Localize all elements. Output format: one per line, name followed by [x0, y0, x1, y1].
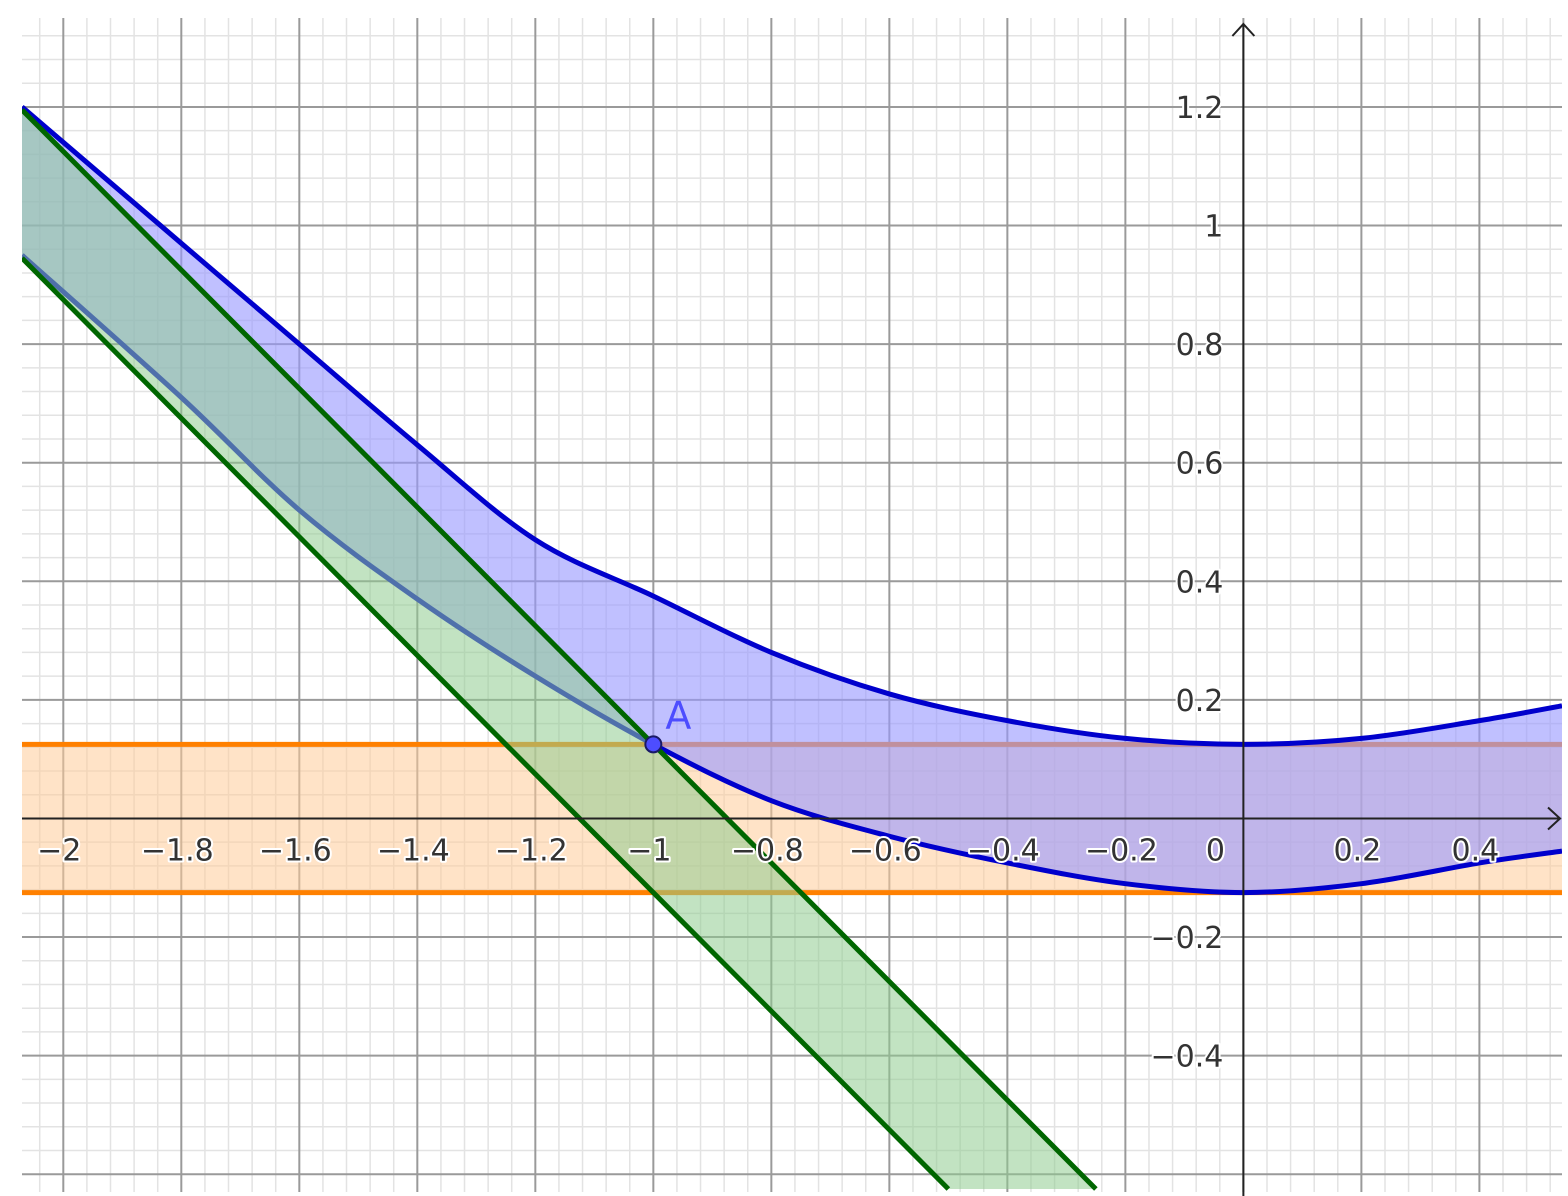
y-tick-label: 1.2 [1176, 91, 1224, 126]
y-tick-label: 0.6 [1176, 447, 1224, 482]
x-tick-label: −1.8 [141, 833, 214, 868]
x-tick-label: −0.6 [849, 833, 922, 868]
tick-labels: −2 −1.8 −1.6 −1.4 −1.2 −1 −0.8 −0.6 −0.4 −0.2 0.2 0… [35, 89, 1501, 1077]
x-tick-label: −1.4 [377, 833, 450, 868]
major-grid [22, 18, 1562, 1192]
point-label: A [665, 693, 691, 737]
band-curve-1-upper-line[interactable] [22, 105, 1562, 747]
band-line-2-lower-line[interactable] [22, 256, 951, 1191]
points[interactable]: A [644, 693, 691, 754]
x-tick-label: −1.2 [495, 833, 568, 868]
x-tick-label: 0.4 [1452, 833, 1500, 868]
x-tick-label: −1 [627, 833, 671, 868]
x-tick-label: −1.6 [259, 833, 332, 868]
point-marker[interactable] [644, 735, 663, 754]
bands [22, 105, 1562, 1191]
axes [22, 22, 1562, 1196]
x-tick-label: −0.2 [1085, 833, 1158, 868]
y-tick-label: 0.8 [1176, 328, 1224, 363]
origin-label: 0 [1206, 833, 1225, 868]
x-tick-label: −0.8 [731, 833, 804, 868]
y-tick-label: 0.4 [1176, 565, 1224, 600]
point-A[interactable]: A [644, 693, 691, 754]
y-tick-label: 1 [1204, 210, 1223, 245]
y-tick-label: 0.2 [1176, 684, 1224, 719]
y-tick-label: −0.2 [1151, 921, 1224, 956]
x-axis-arrow-icon [1547, 806, 1562, 831]
y-tick-label: −0.4 [1151, 1040, 1224, 1075]
x-tick-label: 0.2 [1334, 833, 1382, 868]
y-axis-arrow-icon [1231, 22, 1256, 37]
x-tick-label: −2 [37, 833, 81, 868]
x-tick-label: −0.4 [967, 833, 1040, 868]
